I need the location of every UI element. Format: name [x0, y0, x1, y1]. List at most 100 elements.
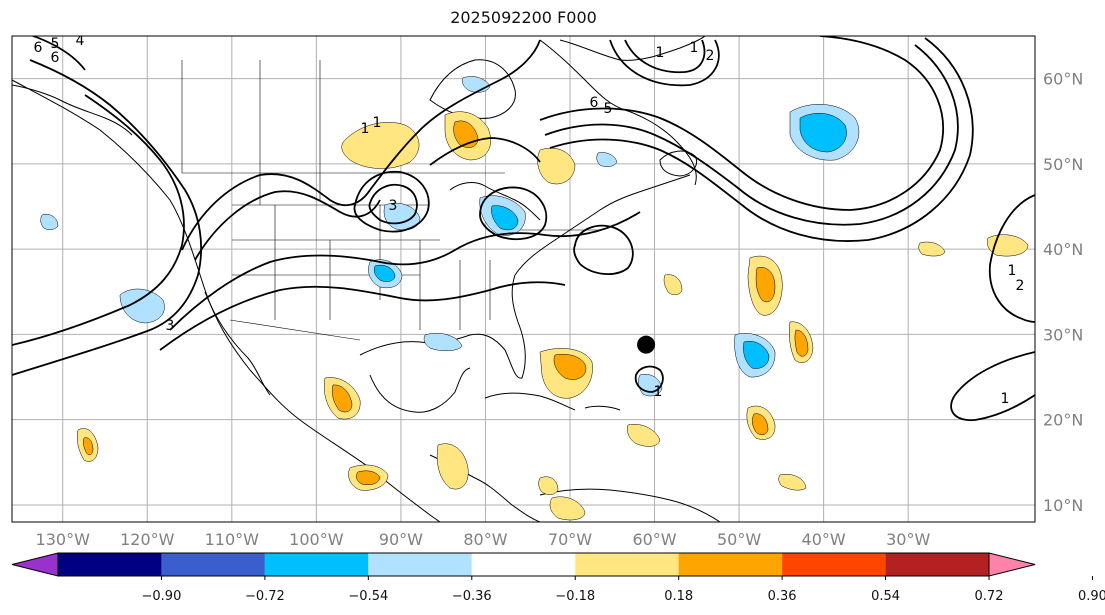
lon-tick-label: 80°W — [463, 530, 507, 549]
shade-negative — [119, 288, 165, 324]
colorbar-segment — [264, 553, 369, 576]
gulf-of-mexico — [359, 274, 526, 379]
shade-positive — [627, 424, 661, 447]
north-america-west-coast — [12, 79, 441, 522]
contour-label: 1 — [1001, 391, 1010, 407]
shade-negative-strong — [491, 205, 519, 231]
south-america-north-coast — [539, 488, 721, 522]
contour-label: 5 — [604, 101, 613, 117]
shade-positive — [537, 147, 576, 185]
lat-tick-label: 50°N — [1043, 155, 1083, 174]
colorbar-extend-high — [988, 552, 1036, 577]
cuba — [484, 392, 576, 411]
lat-tick-label: 40°N — [1043, 240, 1083, 259]
lon-tick-label: 120°W — [120, 530, 175, 549]
contour-label: 1 — [654, 384, 663, 400]
colorbar-tick-label: −0.36 — [452, 589, 492, 604]
shade-negative — [596, 152, 618, 167]
lon-tick-labels: 130°W 120°W 110°W 100°W 90°W 80°W 70°W 60°W 50°W… — [36, 530, 931, 549]
contour-label: 1 — [690, 40, 699, 56]
shade-positive-strong — [453, 120, 479, 148]
map-frame — [11, 35, 1036, 523]
contour-label: 1 — [656, 45, 665, 61]
colorbar-segment — [678, 553, 783, 576]
colorbar-segment — [368, 553, 472, 576]
colorbar-tick-label: 0.54 — [871, 589, 900, 604]
contour-label: 1 — [373, 115, 382, 131]
shade-positive — [549, 496, 586, 521]
contour-label: 4 — [76, 33, 85, 49]
contour-label: 6 — [51, 50, 60, 66]
contour-label: 3 — [166, 318, 175, 334]
contour-label: 6 — [590, 95, 599, 111]
lon-tick-label: 50°W — [717, 530, 761, 549]
contour-label: 1 — [361, 121, 370, 137]
shade-positive — [778, 474, 807, 491]
lat-tick-label: 30°N — [1043, 325, 1083, 344]
anomaly-shading — [40, 76, 1029, 521]
colorbar-tick-label: 0.36 — [768, 589, 797, 604]
alaska-peninsula — [12, 84, 133, 136]
colorbar-segment — [161, 553, 265, 576]
contour-label: 1 — [1008, 263, 1017, 279]
shade-positive-strong — [356, 470, 381, 485]
colorbar-tick-label: 0.18 — [664, 589, 693, 604]
colorbar-tick-label: −0.54 — [348, 589, 388, 604]
shade-positive — [538, 476, 559, 495]
shade-positive-strong — [755, 267, 776, 303]
colorbar-segment — [885, 553, 989, 576]
colorbar-segment — [575, 553, 679, 576]
lon-tick-label: 30°W — [886, 530, 930, 549]
political-borders — [181, 60, 600, 341]
lat-tick-label: 60°N — [1043, 70, 1083, 89]
great-lakes — [449, 182, 541, 221]
colorbar-segment — [58, 553, 162, 576]
colorbar — [11, 552, 1036, 577]
colorbar-segment — [471, 553, 576, 576]
lat-tick-label: 20°N — [1043, 411, 1083, 430]
colorbar-tick-label: −0.18 — [555, 589, 595, 604]
shade-positive — [341, 122, 420, 169]
colorbar-tick-label: 0.72 — [975, 589, 1004, 604]
contour-label: 2 — [1016, 278, 1025, 294]
lon-tick-label: 130°W — [36, 530, 91, 549]
lon-tick-label: 100°W — [289, 530, 344, 549]
shade-negative — [423, 332, 463, 351]
contour-label: 3 — [389, 198, 398, 214]
colorbar-tick-label: −0.90 — [142, 589, 182, 604]
lon-tick-label: 90°W — [379, 530, 423, 549]
lon-tick-label: 60°W — [632, 530, 676, 549]
shade-negative-strong — [743, 341, 770, 369]
shade-negative-strong — [373, 264, 396, 282]
hispaniola — [584, 405, 621, 411]
lat-tick-labels: 60°N 50°N 40°N 30°N 20°N 10°N — [1043, 70, 1083, 515]
lat-tick-label: 10°N — [1043, 496, 1083, 515]
lon-tick-label: 40°W — [802, 530, 846, 549]
shade-positive — [663, 274, 683, 295]
shade-positive-strong — [752, 413, 769, 435]
lon-tick-label: 70°W — [548, 530, 592, 549]
contour-label: 5 — [51, 36, 60, 52]
colorbar-tick-label: 0.90 — [1078, 589, 1105, 604]
shade-negative — [40, 214, 59, 230]
yucatan — [369, 367, 471, 413]
shade-positive-strong — [553, 354, 587, 380]
shade-negative-strong — [799, 113, 847, 153]
shade-positive-strong — [794, 329, 809, 357]
colorbar-tick-labels: −0.90 −0.72 −0.54 −0.36 −0.18 0.18 0.36 0.54 0.7… — [142, 576, 1105, 604]
height-contours — [12, 36, 1035, 422]
colorbar-tick-label: −0.72 — [245, 589, 285, 604]
greenland — [559, 36, 706, 61]
shade-positive — [918, 241, 946, 257]
contour-label: 2 — [706, 48, 715, 64]
contour-label: 6 — [34, 40, 43, 56]
map-title: 2025092200 F000 — [450, 8, 597, 27]
colorbar-segment — [782, 553, 886, 576]
colorbar-extend-low — [11, 552, 59, 577]
baja-california — [204, 291, 271, 396]
us-east-coast — [514, 174, 691, 276]
location-marker — [637, 335, 656, 354]
colorbar-outline — [57, 552, 990, 577]
